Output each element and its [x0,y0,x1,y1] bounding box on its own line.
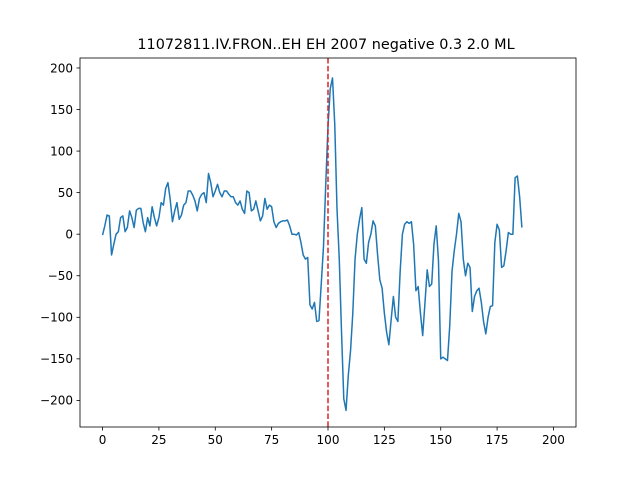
y-tick-label: 200 [50,61,73,75]
y-tick-label: 100 [50,144,73,158]
x-tick-label: 125 [373,433,396,447]
x-tick-label: 75 [264,433,279,447]
x-tick-label: 25 [151,433,166,447]
plot-area [101,58,523,427]
x-tick-label: 175 [486,433,509,447]
x-tick-label: 200 [542,433,565,447]
x-tick-label: 150 [429,433,452,447]
y-tick-label: 150 [50,103,73,117]
y-tick-label: 0 [65,227,73,241]
y-tick-label: −100 [40,311,73,325]
y-tick-label: −150 [40,352,73,366]
y-tick-label: 50 [58,186,73,200]
chart-title: 11072811.IV.FRON..EH EH 2007 negative 0.… [137,37,514,53]
x-tick-label: 100 [317,433,340,447]
y-tick-label: −50 [48,269,73,283]
x-tick-label: 50 [208,433,223,447]
x-tick-label: 0 [99,433,107,447]
axes: 0 25 50 75 100 125 150 175 200 −200 −150 −100 −50 0 50… [40,57,577,447]
series-line [101,77,523,412]
y-tick-label: −200 [40,394,73,408]
